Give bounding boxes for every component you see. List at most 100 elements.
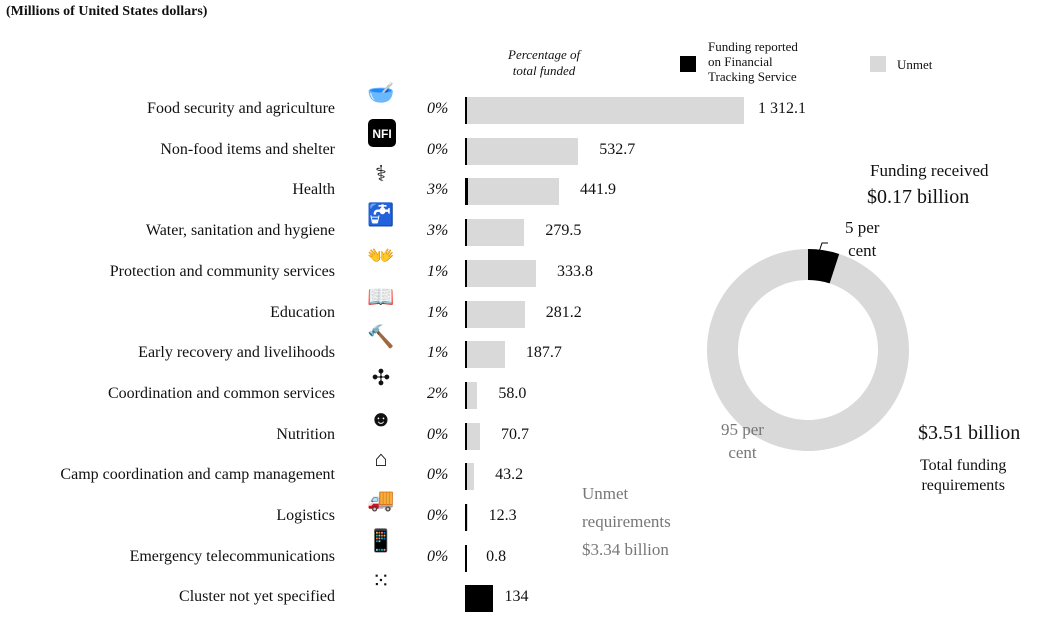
bar-value-label: 43.2 xyxy=(495,466,524,484)
unmet-label: Unmet xyxy=(582,484,629,503)
bar-value-label: 441.9 xyxy=(579,181,616,199)
bar-unmet xyxy=(465,463,475,491)
funded-percent-line: 5 per xyxy=(845,218,880,237)
book-icon: 📖 xyxy=(367,283,395,309)
unmet-amount: $3.34 billion xyxy=(582,540,669,559)
bar-unmet xyxy=(465,219,525,247)
legend-text: Tracking Service xyxy=(708,69,797,84)
bar-unmet xyxy=(465,97,744,124)
protection-hands-icon: 👐 xyxy=(367,242,395,268)
funding-received-label: Funding received xyxy=(870,161,989,180)
funded-percent: 5 per cent xyxy=(845,216,879,262)
units-note: (Millions of United States dollars) xyxy=(6,4,208,19)
logistics-truck-icon: 🚚 xyxy=(367,487,395,512)
percent-funded-label: 1% xyxy=(427,262,449,280)
category-label: Coordination and common services xyxy=(107,384,335,402)
bar-funded xyxy=(465,137,467,165)
bar-funded xyxy=(465,178,468,206)
percent-funded-label: 0% xyxy=(427,547,449,565)
category-label: Camp coordination and camp management xyxy=(60,466,335,484)
percent-funded-label: 0% xyxy=(427,100,449,117)
nfi-icon: NFI xyxy=(368,118,396,147)
unmet-label: requirements xyxy=(582,512,671,531)
camp-shelter-icon: ⌂ xyxy=(374,446,388,472)
bar-value-label: 281.2 xyxy=(545,303,582,321)
percent-funded-label: 1% xyxy=(427,344,449,362)
category-label: Protection and community services xyxy=(109,262,335,280)
legend-funded-swatch xyxy=(680,56,696,72)
telecom-phone-icon: 📱 xyxy=(367,527,395,553)
total-amount: $3.51 billion xyxy=(918,422,1021,444)
bar-unmet xyxy=(465,259,536,287)
percent-funded-label: 0% xyxy=(427,507,449,524)
bar-unmet xyxy=(465,422,481,450)
bar-value-label: 187.7 xyxy=(525,344,562,362)
percent-funded-label: 3% xyxy=(427,222,449,240)
legend-unmet: Unmet xyxy=(897,57,933,72)
bar-unmet xyxy=(465,381,478,409)
hammer-icon: 🔨 xyxy=(367,324,395,350)
category-label: Education xyxy=(270,303,335,321)
total-label-line: requirements xyxy=(921,477,1005,494)
nutrition-child-icon: ☻ xyxy=(369,405,393,431)
bar-value-label: 279.5 xyxy=(545,222,582,240)
donut-slice-funded xyxy=(808,249,840,284)
bar-value-label: 58.0 xyxy=(498,384,527,402)
percent-funded-label: 0% xyxy=(427,140,449,158)
bar-funded xyxy=(465,97,467,124)
bar-value-label: 1 312.1 xyxy=(758,100,806,117)
donut-slice-unmet xyxy=(706,249,909,452)
percent-funded-label: 0% xyxy=(427,425,449,443)
bar-unmet xyxy=(465,178,559,206)
percent-funded-label: 1% xyxy=(427,303,449,321)
total-label: Total funding requirements xyxy=(920,456,1006,496)
coordination-arrows-icon: ✣ xyxy=(371,364,391,390)
cluster-dots-icon: ⁙ xyxy=(371,568,391,594)
category-label: Nutrition xyxy=(276,425,335,443)
bar-unmet xyxy=(465,300,525,328)
bar-funded xyxy=(465,544,467,572)
caduceus-icon: ⚕ xyxy=(375,161,387,187)
bar-value-label: 333.8 xyxy=(556,262,593,280)
category-label: Food security and agriculture xyxy=(147,100,335,117)
bar-unspecified xyxy=(465,585,494,613)
bar-funded xyxy=(465,219,467,247)
unmet-percent-line: 95 per xyxy=(721,420,764,439)
funding-received-amount: $0.17 billion xyxy=(867,186,970,208)
bar-value-label: 70.7 xyxy=(501,425,530,443)
bar-funded xyxy=(465,463,467,491)
unmet-percent: 95 per cent xyxy=(721,418,764,464)
bar-value-label: 134 xyxy=(504,588,529,606)
bar-funded xyxy=(465,341,467,369)
unmet-requirements: Unmet requirements $3.34 billion xyxy=(582,480,671,564)
bar-unmet xyxy=(465,341,505,369)
category-label: Early recovery and livelihoods xyxy=(138,344,335,362)
bar-value-label: 532.7 xyxy=(599,140,636,158)
bar-funded xyxy=(465,259,467,287)
bar-funded xyxy=(465,422,467,450)
bar-funded xyxy=(465,300,467,328)
legend-text: Funding reported xyxy=(708,39,798,54)
category-label: Logistics xyxy=(276,507,335,524)
percent-funded-label: 3% xyxy=(427,181,449,199)
funded-percent-line: cent xyxy=(848,241,877,260)
percent-header-line: total funded xyxy=(512,63,576,78)
percent-header-line: Percentage of xyxy=(508,47,581,62)
legend-unmet-swatch xyxy=(870,56,886,72)
percent-funded-label: 0% xyxy=(427,466,449,484)
bar-value-label: 12.3 xyxy=(488,507,517,524)
percent-funded-label: 2% xyxy=(427,384,449,402)
legend-text: on Financial xyxy=(708,54,773,69)
category-label: Water, sanitation and hygiene xyxy=(145,222,335,240)
total-label-line: Total funding xyxy=(920,457,1007,474)
bar-unmet xyxy=(465,137,579,165)
water-tap-icon: 🚰 xyxy=(367,202,395,228)
food-bowl-icon: 🥣 xyxy=(367,80,395,105)
unmet-percent-line: cent xyxy=(728,443,757,462)
category-label: Health xyxy=(292,181,335,199)
percent-header: Percentage of total funded xyxy=(508,47,580,79)
bar-funded xyxy=(465,504,467,531)
bar-funded xyxy=(465,381,467,409)
